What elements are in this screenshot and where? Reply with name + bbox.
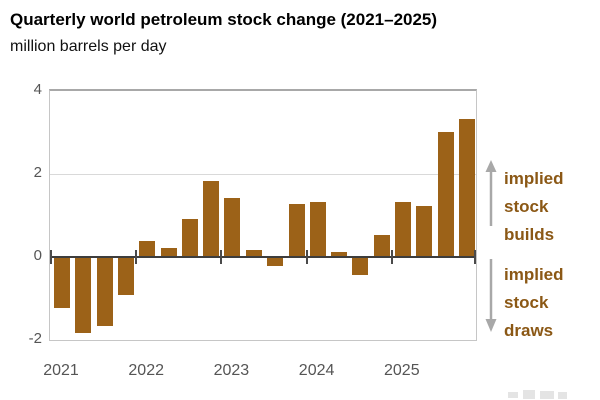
draws-line1: implied [504,265,564,284]
bar-2023-q3 [267,258,284,267]
bar-2021-q2 [75,258,92,333]
chart-subtitle: million barrels per day [10,38,167,55]
bar-2021-q4 [118,258,135,296]
bar-2024-q1 [309,202,326,256]
gridline-2 [50,174,476,175]
implied-stock-draws-label: implied stock draws [504,261,596,345]
builds-line1: implied [504,169,564,188]
x-axis-tick [135,250,138,264]
x-axis-tick [305,250,308,264]
down-arrow-icon [485,259,497,332]
x-axis-tick [390,250,393,264]
bar-2024-q2 [331,251,347,256]
bar-2025-q4 [459,119,475,256]
bars-container [50,91,476,340]
bar-2023-q2 [245,249,262,256]
bar-2024-q4 [373,235,390,256]
bar-2021-q3 [96,258,113,327]
bar-2022-q1 [139,241,156,256]
x-tick-label-2022: 2022 [128,362,164,379]
x-axis-tick [474,250,476,264]
x-tick-label-2025: 2025 [384,362,420,379]
bar-2022-q4 [203,181,220,256]
draws-line2: stock draws [504,293,554,340]
bar-2023-q1 [224,197,241,256]
bar-2024-q3 [352,258,369,275]
implied-stock-builds-label: implied stock builds [504,165,596,249]
bar-2021-q1 [54,258,70,308]
x-axis-tick [220,250,223,264]
zero-axis-line [50,256,476,258]
bar-2025-q1 [394,202,411,256]
y-tick-label-4: 4 [33,81,42,98]
bar-2022-q2 [160,247,177,256]
bar-2022-q3 [182,218,198,256]
bar-2025-q2 [416,206,433,256]
y-tick-label--2: -2 [28,330,42,347]
bar-2025-q3 [437,131,454,256]
x-tick-label-2023: 2023 [213,362,250,379]
plot-area [49,89,477,341]
x-tick-label-2021: 2021 [43,362,79,379]
x-tick-label-2024: 2024 [298,362,335,379]
up-arrow-icon [485,160,497,226]
y-tick-label-0: 0 [33,247,42,264]
x-axis-tick [50,250,52,264]
chart-title: Quarterly world petroleum stock change (… [10,10,438,29]
builds-line2: stock builds [504,197,555,244]
y-tick-label-2: 2 [33,164,42,181]
bar-2023-q4 [288,204,305,256]
